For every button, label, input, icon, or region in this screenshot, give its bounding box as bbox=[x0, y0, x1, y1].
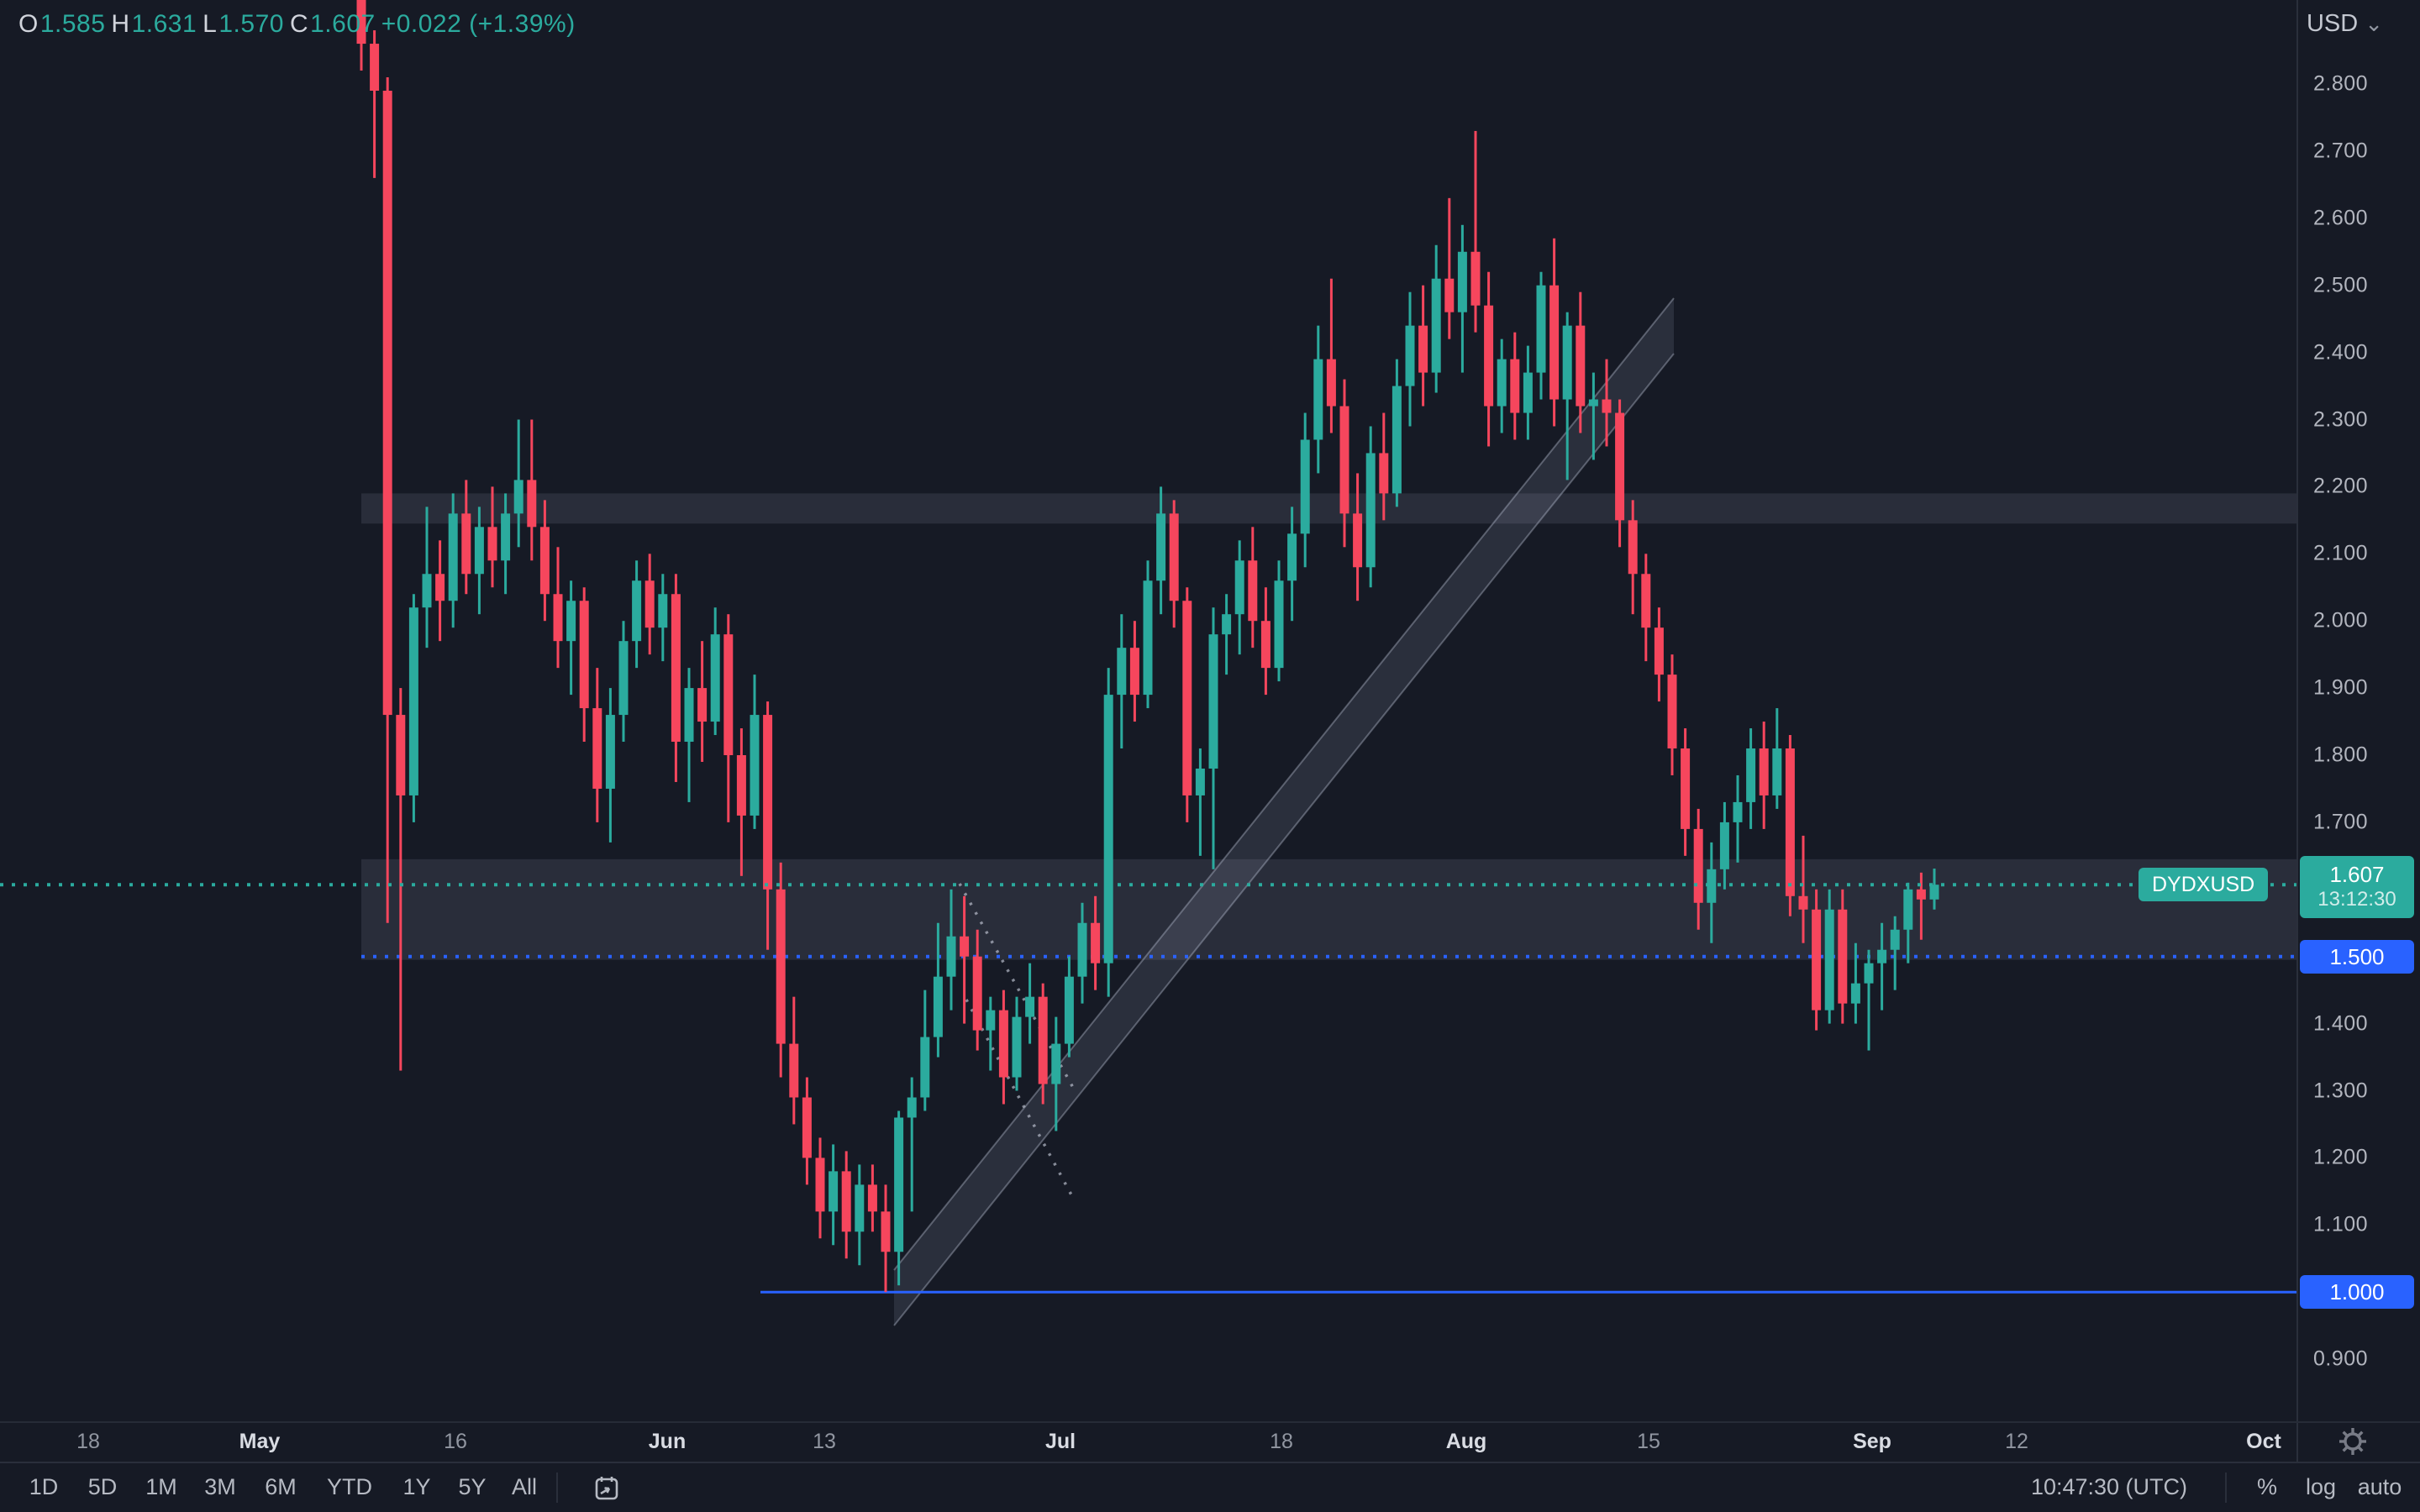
price-tick-label: 2.400 bbox=[2313, 340, 2369, 365]
go-to-date-icon[interactable] bbox=[592, 1463, 621, 1512]
last-price-badge: 1.607 13:12:30 bbox=[2300, 856, 2414, 919]
session-clock[interactable]: 10:47:30 (UTC) bbox=[2030, 1474, 2188, 1499]
price-tick-label: 1.400 bbox=[2313, 1011, 2369, 1036]
price-tick-label: 2.000 bbox=[2313, 608, 2369, 633]
legend-value: 1.585 bbox=[39, 10, 106, 38]
price-tick-label: 1.800 bbox=[2313, 743, 2369, 767]
price-tick-label: 2.700 bbox=[2313, 139, 2369, 163]
legend-value: 1.607 bbox=[310, 10, 376, 38]
price-tick-label: 2.500 bbox=[2313, 273, 2369, 297]
price-tick-label: 2.600 bbox=[2313, 206, 2369, 230]
price-tick-label: 2.200 bbox=[2313, 474, 2369, 498]
toolbar-border bbox=[0, 1462, 2420, 1463]
scale-button-auto[interactable]: auto bbox=[2357, 1474, 2402, 1499]
range-button-1d[interactable]: 1D bbox=[29, 1474, 59, 1499]
demand-zone bbox=[361, 858, 2296, 960]
legend-key: O bbox=[18, 10, 39, 38]
time-tick-day: 18 bbox=[1270, 1430, 1293, 1453]
legend-change: +0.022 (+1.39%) bbox=[381, 10, 576, 38]
toolbar-separator bbox=[556, 1473, 558, 1503]
price-axis-border bbox=[2296, 0, 2298, 1463]
legend-value: 1.631 bbox=[131, 10, 197, 38]
price-tick-label: 1.700 bbox=[2313, 810, 2369, 834]
time-tick-month: May bbox=[239, 1430, 281, 1453]
trend-channel bbox=[894, 298, 1674, 1326]
symbol-price-label: DYDXUSD bbox=[2139, 868, 2269, 902]
time-tick-month: Sep bbox=[1853, 1430, 1891, 1453]
price-tick-label: 2.300 bbox=[2313, 407, 2369, 431]
price-tick-label: 0.900 bbox=[2313, 1347, 2369, 1371]
price-tick-label: 1.200 bbox=[2313, 1145, 2369, 1169]
price-tick-label: 1.300 bbox=[2313, 1079, 2369, 1102]
time-tick-month: Oct bbox=[2246, 1430, 2281, 1453]
legend-key: H bbox=[111, 10, 130, 38]
time-axis-border bbox=[0, 1421, 2420, 1423]
toolbar-separator-right bbox=[2225, 1473, 2227, 1503]
ohlc-legend: O1.585 H1.631 L1.570 C1.607 +0.022 (+1.39%) bbox=[18, 10, 581, 39]
price-tick-label: 2.100 bbox=[2313, 541, 2369, 565]
trend-channel-lower-edge bbox=[893, 353, 1675, 1326]
candles bbox=[356, 0, 1939, 1293]
last-price-value: 1.607 bbox=[2329, 862, 2385, 888]
scale-button-%[interactable]: % bbox=[2256, 1474, 2278, 1499]
time-tick-day: 12 bbox=[2005, 1430, 2028, 1453]
axis-settings-gear-icon[interactable] bbox=[2334, 1423, 2371, 1460]
scale-button-log[interactable]: log bbox=[2305, 1474, 2337, 1499]
range-button-1m[interactable]: 1M bbox=[145, 1474, 177, 1499]
time-tick-day: 15 bbox=[1637, 1430, 1660, 1453]
price-tick-label: 2.800 bbox=[2313, 71, 2369, 96]
legend-key: C bbox=[289, 10, 309, 38]
legend-value: 1.570 bbox=[218, 10, 284, 38]
price-tick-label: 1.100 bbox=[2313, 1212, 2369, 1236]
range-button-all[interactable]: All bbox=[511, 1474, 538, 1499]
time-tick-day: 13 bbox=[813, 1430, 836, 1453]
time-tick-day: 18 bbox=[76, 1430, 100, 1453]
legend-key: L bbox=[203, 10, 218, 38]
range-button-5d[interactable]: 5D bbox=[87, 1474, 118, 1499]
price-level-badge-1500: 1.500 bbox=[2300, 939, 2414, 974]
time-tick-month: Jul bbox=[1044, 1430, 1076, 1453]
range-button-3m[interactable]: 3M bbox=[204, 1474, 236, 1499]
trend-channel-upper-edge bbox=[893, 297, 1675, 1271]
range-button-5y[interactable]: 5Y bbox=[458, 1474, 487, 1499]
bottom-toolbar: 1D 5D 1M 3M 6M YTD 1Y 5Y All 10:47:30 (UTC) % log… bbox=[0, 1463, 2420, 1512]
chevron-down-icon: ⌄ bbox=[2365, 11, 2383, 36]
time-tick-day: 16 bbox=[444, 1430, 467, 1453]
supply-zone bbox=[361, 493, 2296, 524]
price-level-badge-1000: 1.000 bbox=[2300, 1275, 2414, 1310]
candle-countdown: 13:12:30 bbox=[2317, 888, 2396, 911]
price-tick-label: 1.900 bbox=[2313, 675, 2369, 700]
time-tick-month: Jun bbox=[648, 1430, 687, 1453]
currency-selector[interactable]: USD ⌄ bbox=[2307, 10, 2383, 38]
range-button-6m[interactable]: 6M bbox=[265, 1474, 297, 1499]
range-button-1y[interactable]: 1Y bbox=[402, 1474, 431, 1499]
time-tick-month: Aug bbox=[1445, 1430, 1487, 1453]
range-button-ytd[interactable]: YTD bbox=[327, 1474, 372, 1499]
currency-label: USD bbox=[2306, 10, 2359, 37]
